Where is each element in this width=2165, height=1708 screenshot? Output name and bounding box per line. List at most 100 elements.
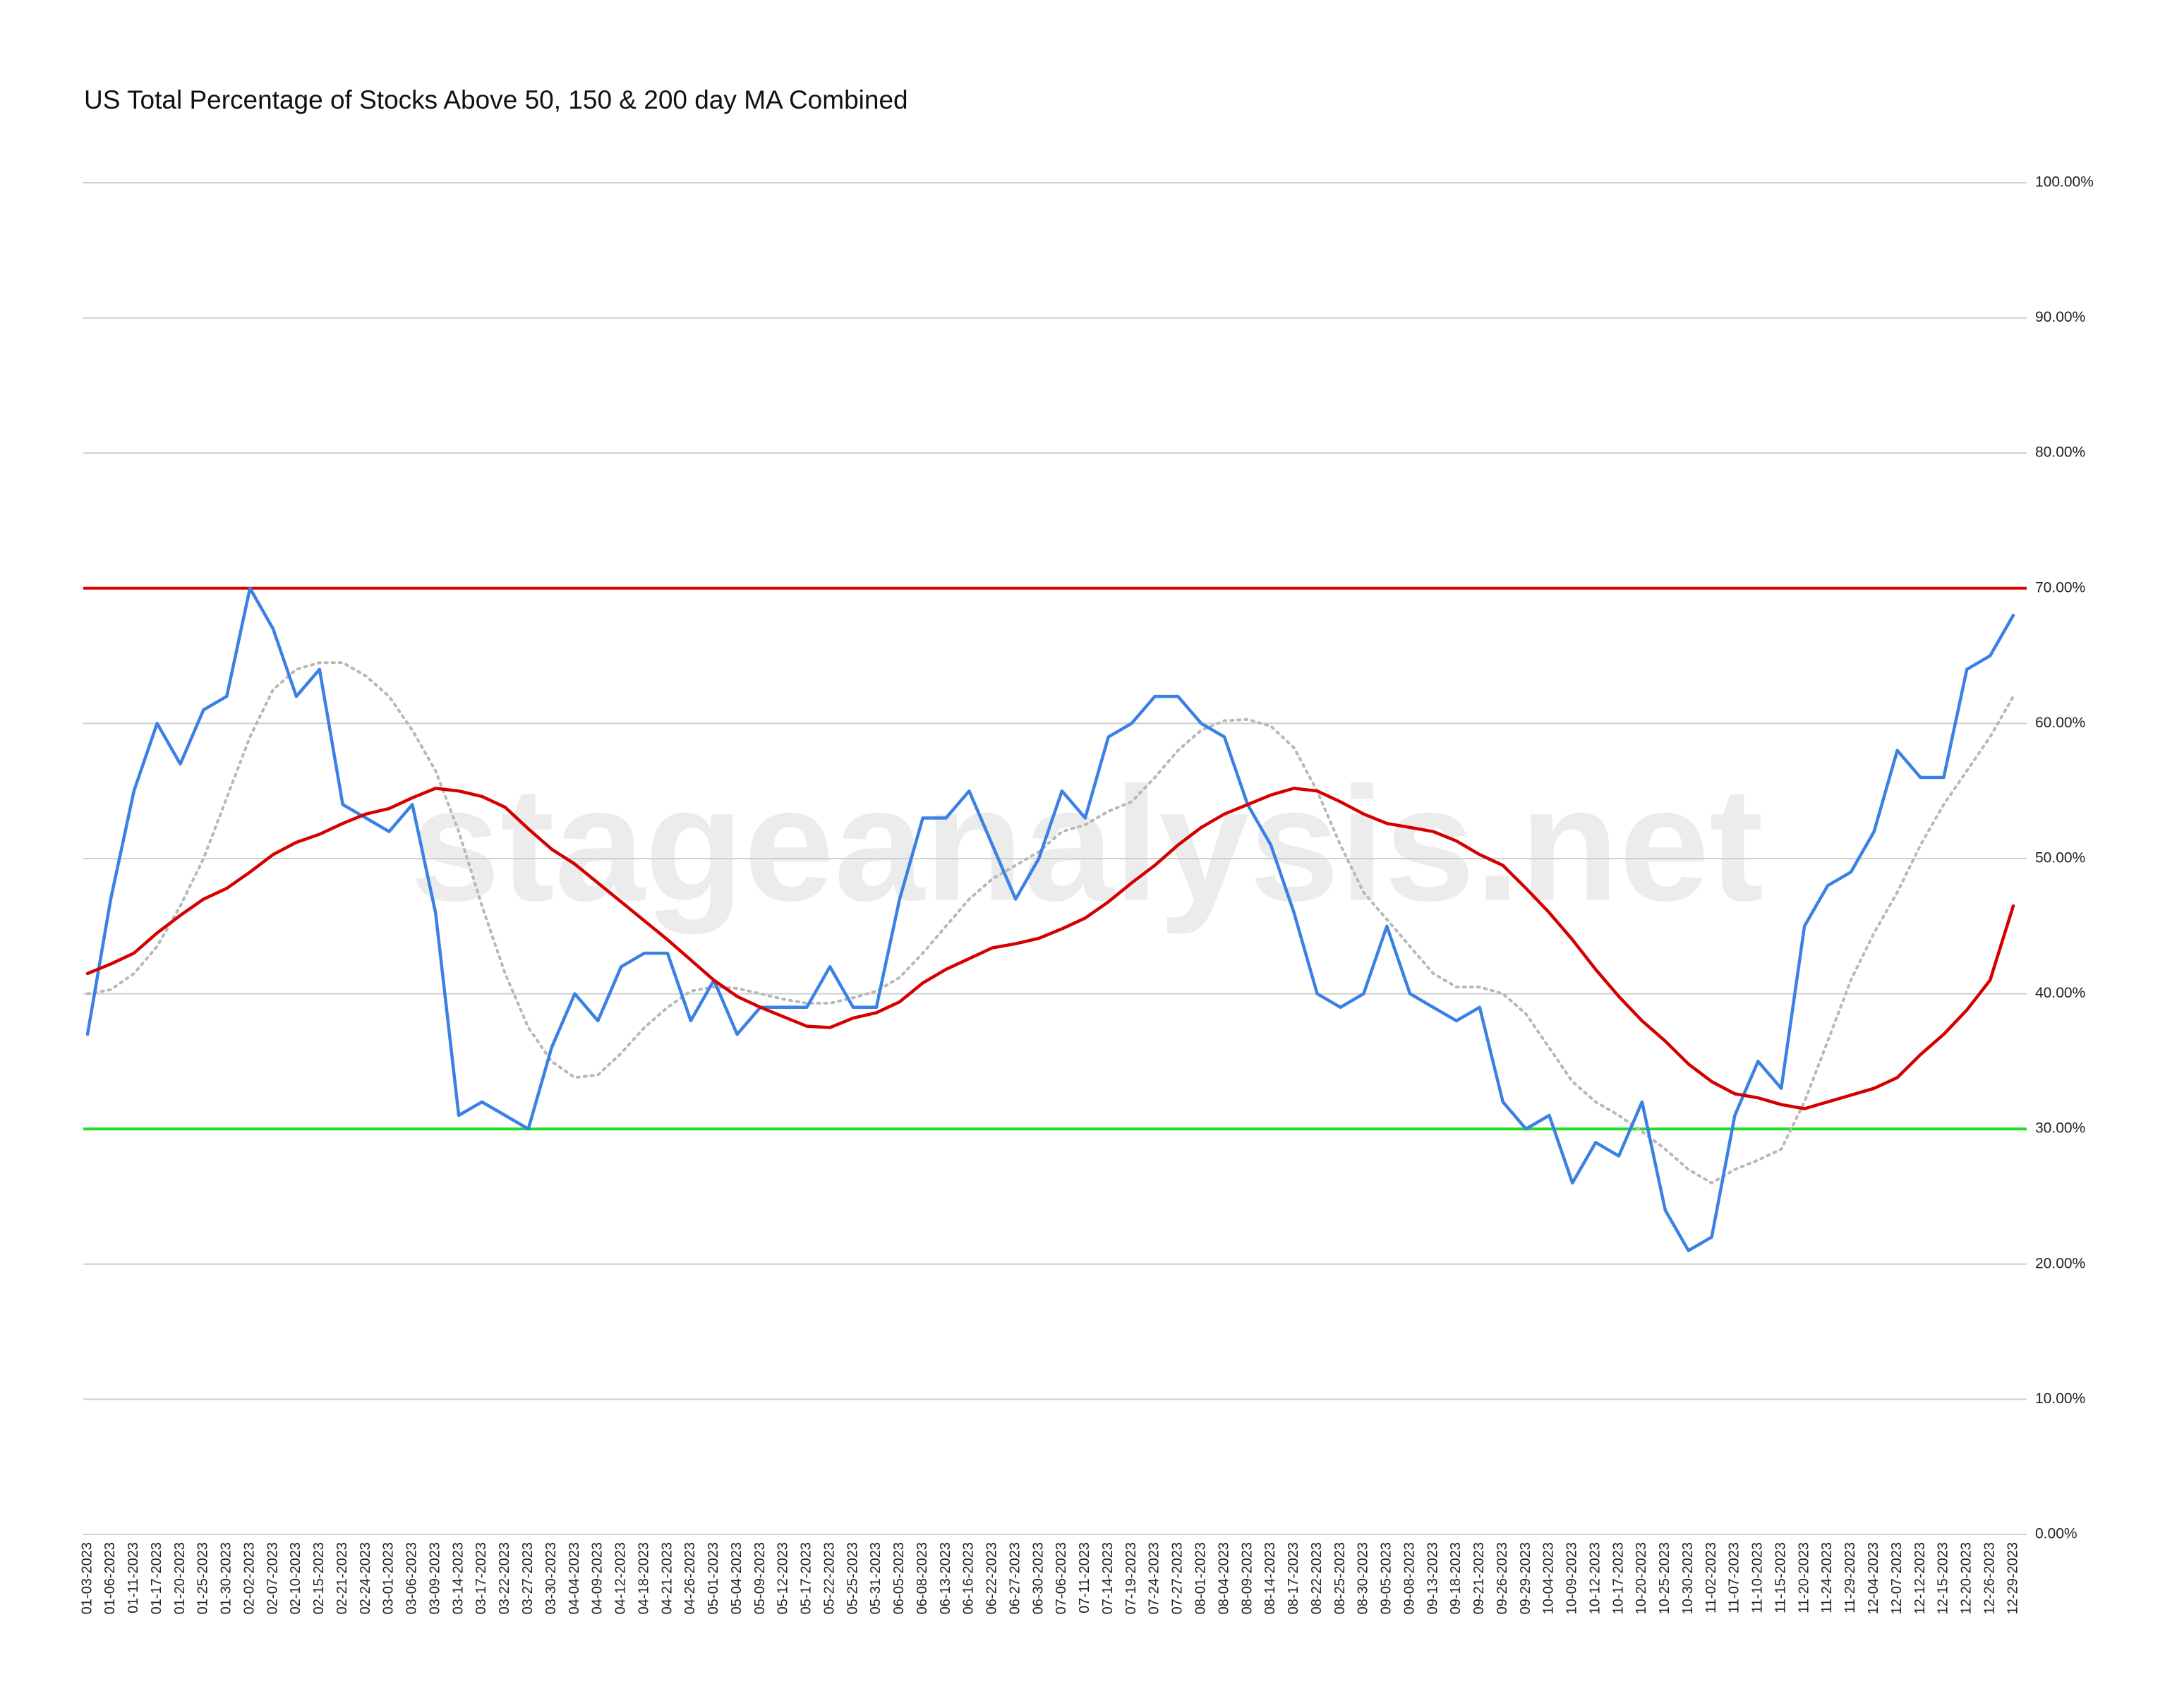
y-tick-label: 50.00% xyxy=(2035,850,2085,866)
x-tick-label: 11-29-2023 xyxy=(1843,1542,1858,1613)
x-tick-label: 06-27-2023 xyxy=(1007,1542,1023,1614)
x-tick-label: 07-14-2023 xyxy=(1100,1542,1116,1614)
x-tick-label: 04-09-2023 xyxy=(590,1542,605,1614)
x-tick-label: 01-06-2023 xyxy=(102,1542,118,1614)
x-tick-label: 10-20-2023 xyxy=(1634,1542,1649,1614)
x-tick-label: 09-05-2023 xyxy=(1379,1542,1394,1614)
x-tick-label: 08-22-2023 xyxy=(1309,1542,1325,1614)
x-tick-label: 08-25-2023 xyxy=(1332,1542,1348,1614)
series-line xyxy=(85,586,2015,1252)
x-tick-label: 05-31-2023 xyxy=(868,1542,884,1614)
x-tick-label: 04-21-2023 xyxy=(659,1542,675,1614)
y-tick-label: 30.00% xyxy=(2035,1120,2085,1137)
chart-title: US Total Percentage of Stocks Above 50, … xyxy=(84,85,908,114)
y-tick-label: 10.00% xyxy=(2035,1391,2085,1407)
x-tick-label: 01-11-2023 xyxy=(126,1542,141,1613)
x-tick-label: 01-30-2023 xyxy=(219,1542,234,1614)
x-tick-label: 02-10-2023 xyxy=(288,1542,303,1614)
x-tick-label: 09-18-2023 xyxy=(1448,1542,1464,1614)
x-tick-label: 01-20-2023 xyxy=(172,1542,188,1614)
x-tick-label: 03-09-2023 xyxy=(427,1542,442,1614)
x-tick-label: 07-06-2023 xyxy=(1054,1542,1069,1614)
y-tick-label: 100.00% xyxy=(2035,174,2094,190)
x-tick-label: 09-29-2023 xyxy=(1518,1542,1533,1614)
x-tick-label: 05-25-2023 xyxy=(845,1542,860,1614)
x-tick-label: 02-07-2023 xyxy=(265,1542,280,1614)
x-tick-label: 03-06-2023 xyxy=(404,1542,420,1614)
x-tick-label: 03-17-2023 xyxy=(474,1542,489,1614)
y-tick-label: 0.00% xyxy=(2035,1526,2077,1542)
x-tick-label: 10-12-2023 xyxy=(1587,1542,1603,1614)
x-tick-label: 11-24-2023 xyxy=(1819,1542,1835,1613)
x-tick-label: 02-15-2023 xyxy=(311,1542,327,1614)
x-tick-label: 07-27-2023 xyxy=(1170,1542,1186,1614)
x-tick-label: 03-01-2023 xyxy=(381,1542,397,1614)
x-tick-label: 03-27-2023 xyxy=(520,1542,536,1614)
x-tick-label: 09-08-2023 xyxy=(1401,1542,1417,1614)
x-tick-label: 10-09-2023 xyxy=(1564,1542,1580,1614)
x-tick-label: 04-18-2023 xyxy=(636,1542,651,1614)
x-tick-label: 02-24-2023 xyxy=(358,1542,373,1614)
x-tick-label: 06-22-2023 xyxy=(984,1542,1000,1614)
x-tick-label: 12-20-2023 xyxy=(1959,1542,1974,1614)
x-tick-label: 12-07-2023 xyxy=(1889,1542,1905,1614)
y-tick-label: 60.00% xyxy=(2035,715,2085,731)
x-tick-label: 07-19-2023 xyxy=(1123,1542,1139,1614)
x-tick-label: 08-17-2023 xyxy=(1286,1542,1301,1614)
y-tick-label: 40.00% xyxy=(2035,985,2085,1001)
x-tick-label: 05-01-2023 xyxy=(706,1542,721,1614)
x-tick-label: 09-26-2023 xyxy=(1495,1542,1510,1614)
x-tick-label: 01-25-2023 xyxy=(195,1542,211,1614)
x-tick-label: 02-02-2023 xyxy=(241,1542,257,1614)
x-tick-label: 06-05-2023 xyxy=(891,1542,907,1614)
x-tick-label: 06-13-2023 xyxy=(938,1542,953,1614)
x-tick-label: 03-22-2023 xyxy=(497,1542,512,1614)
y-tick-label: 20.00% xyxy=(2035,1255,2085,1271)
x-tick-label: 08-09-2023 xyxy=(1239,1542,1255,1614)
x-tick-label: 10-30-2023 xyxy=(1680,1542,1696,1614)
x-tick-label: 02-21-2023 xyxy=(334,1542,350,1614)
y-tick-label: 70.00% xyxy=(2035,579,2085,595)
x-tick-label: 04-04-2023 xyxy=(567,1542,582,1614)
x-tick-label: 12-12-2023 xyxy=(1912,1542,1928,1614)
x-tick-label: 05-12-2023 xyxy=(776,1542,791,1614)
x-tick-label: 08-30-2023 xyxy=(1356,1542,1371,1614)
x-tick-label: 04-26-2023 xyxy=(682,1542,698,1614)
x-tick-label: 06-08-2023 xyxy=(915,1542,930,1614)
x-tick-label: 10-25-2023 xyxy=(1657,1542,1672,1614)
x-tick-label: 05-04-2023 xyxy=(729,1542,744,1614)
watermark: stageanalysis.net xyxy=(410,753,1763,935)
x-tick-label: 05-17-2023 xyxy=(799,1542,814,1614)
x-tick-label: 11-15-2023 xyxy=(1773,1542,1788,1613)
x-tick-label: 07-11-2023 xyxy=(1077,1542,1092,1613)
x-tick-label: 10-17-2023 xyxy=(1610,1542,1626,1614)
x-tick-label: 09-13-2023 xyxy=(1425,1542,1440,1614)
x-tick-label: 05-09-2023 xyxy=(752,1542,768,1614)
x-tick-label: 07-24-2023 xyxy=(1147,1542,1162,1614)
x-tick-label: 05-22-2023 xyxy=(821,1542,837,1614)
x-tick-label: 01-03-2023 xyxy=(79,1542,95,1614)
x-tick-label: 12-15-2023 xyxy=(1936,1542,1951,1614)
x-tick-label: 06-16-2023 xyxy=(961,1542,977,1614)
x-tick-label: 08-01-2023 xyxy=(1193,1542,1208,1614)
x-tick-label: 03-14-2023 xyxy=(450,1542,466,1614)
x-tick-label: 09-21-2023 xyxy=(1471,1542,1487,1614)
x-tick-label: 12-29-2023 xyxy=(2005,1542,2020,1614)
x-tick-label: 08-14-2023 xyxy=(1262,1542,1278,1614)
x-tick-label: 12-26-2023 xyxy=(1982,1542,1997,1614)
series-line xyxy=(86,661,2015,1185)
x-tick-label: 08-04-2023 xyxy=(1216,1542,1231,1614)
x-tick-label: 12-04-2023 xyxy=(1866,1542,1881,1614)
x-tick-label: 04-12-2023 xyxy=(613,1542,629,1614)
x-tick-label: 11-20-2023 xyxy=(1796,1542,1811,1613)
x-tick-label: 03-30-2023 xyxy=(543,1542,559,1614)
x-tick-label: 10-04-2023 xyxy=(1541,1542,1557,1614)
x-tick-label: 11-10-2023 xyxy=(1750,1542,1766,1613)
x-tick-label: 01-17-2023 xyxy=(149,1542,164,1614)
series-line xyxy=(85,787,2015,1110)
y-tick-label: 80.00% xyxy=(2035,444,2085,461)
y-tick-label: 90.00% xyxy=(2035,309,2085,325)
x-tick-label: 11-02-2023 xyxy=(1703,1542,1719,1613)
